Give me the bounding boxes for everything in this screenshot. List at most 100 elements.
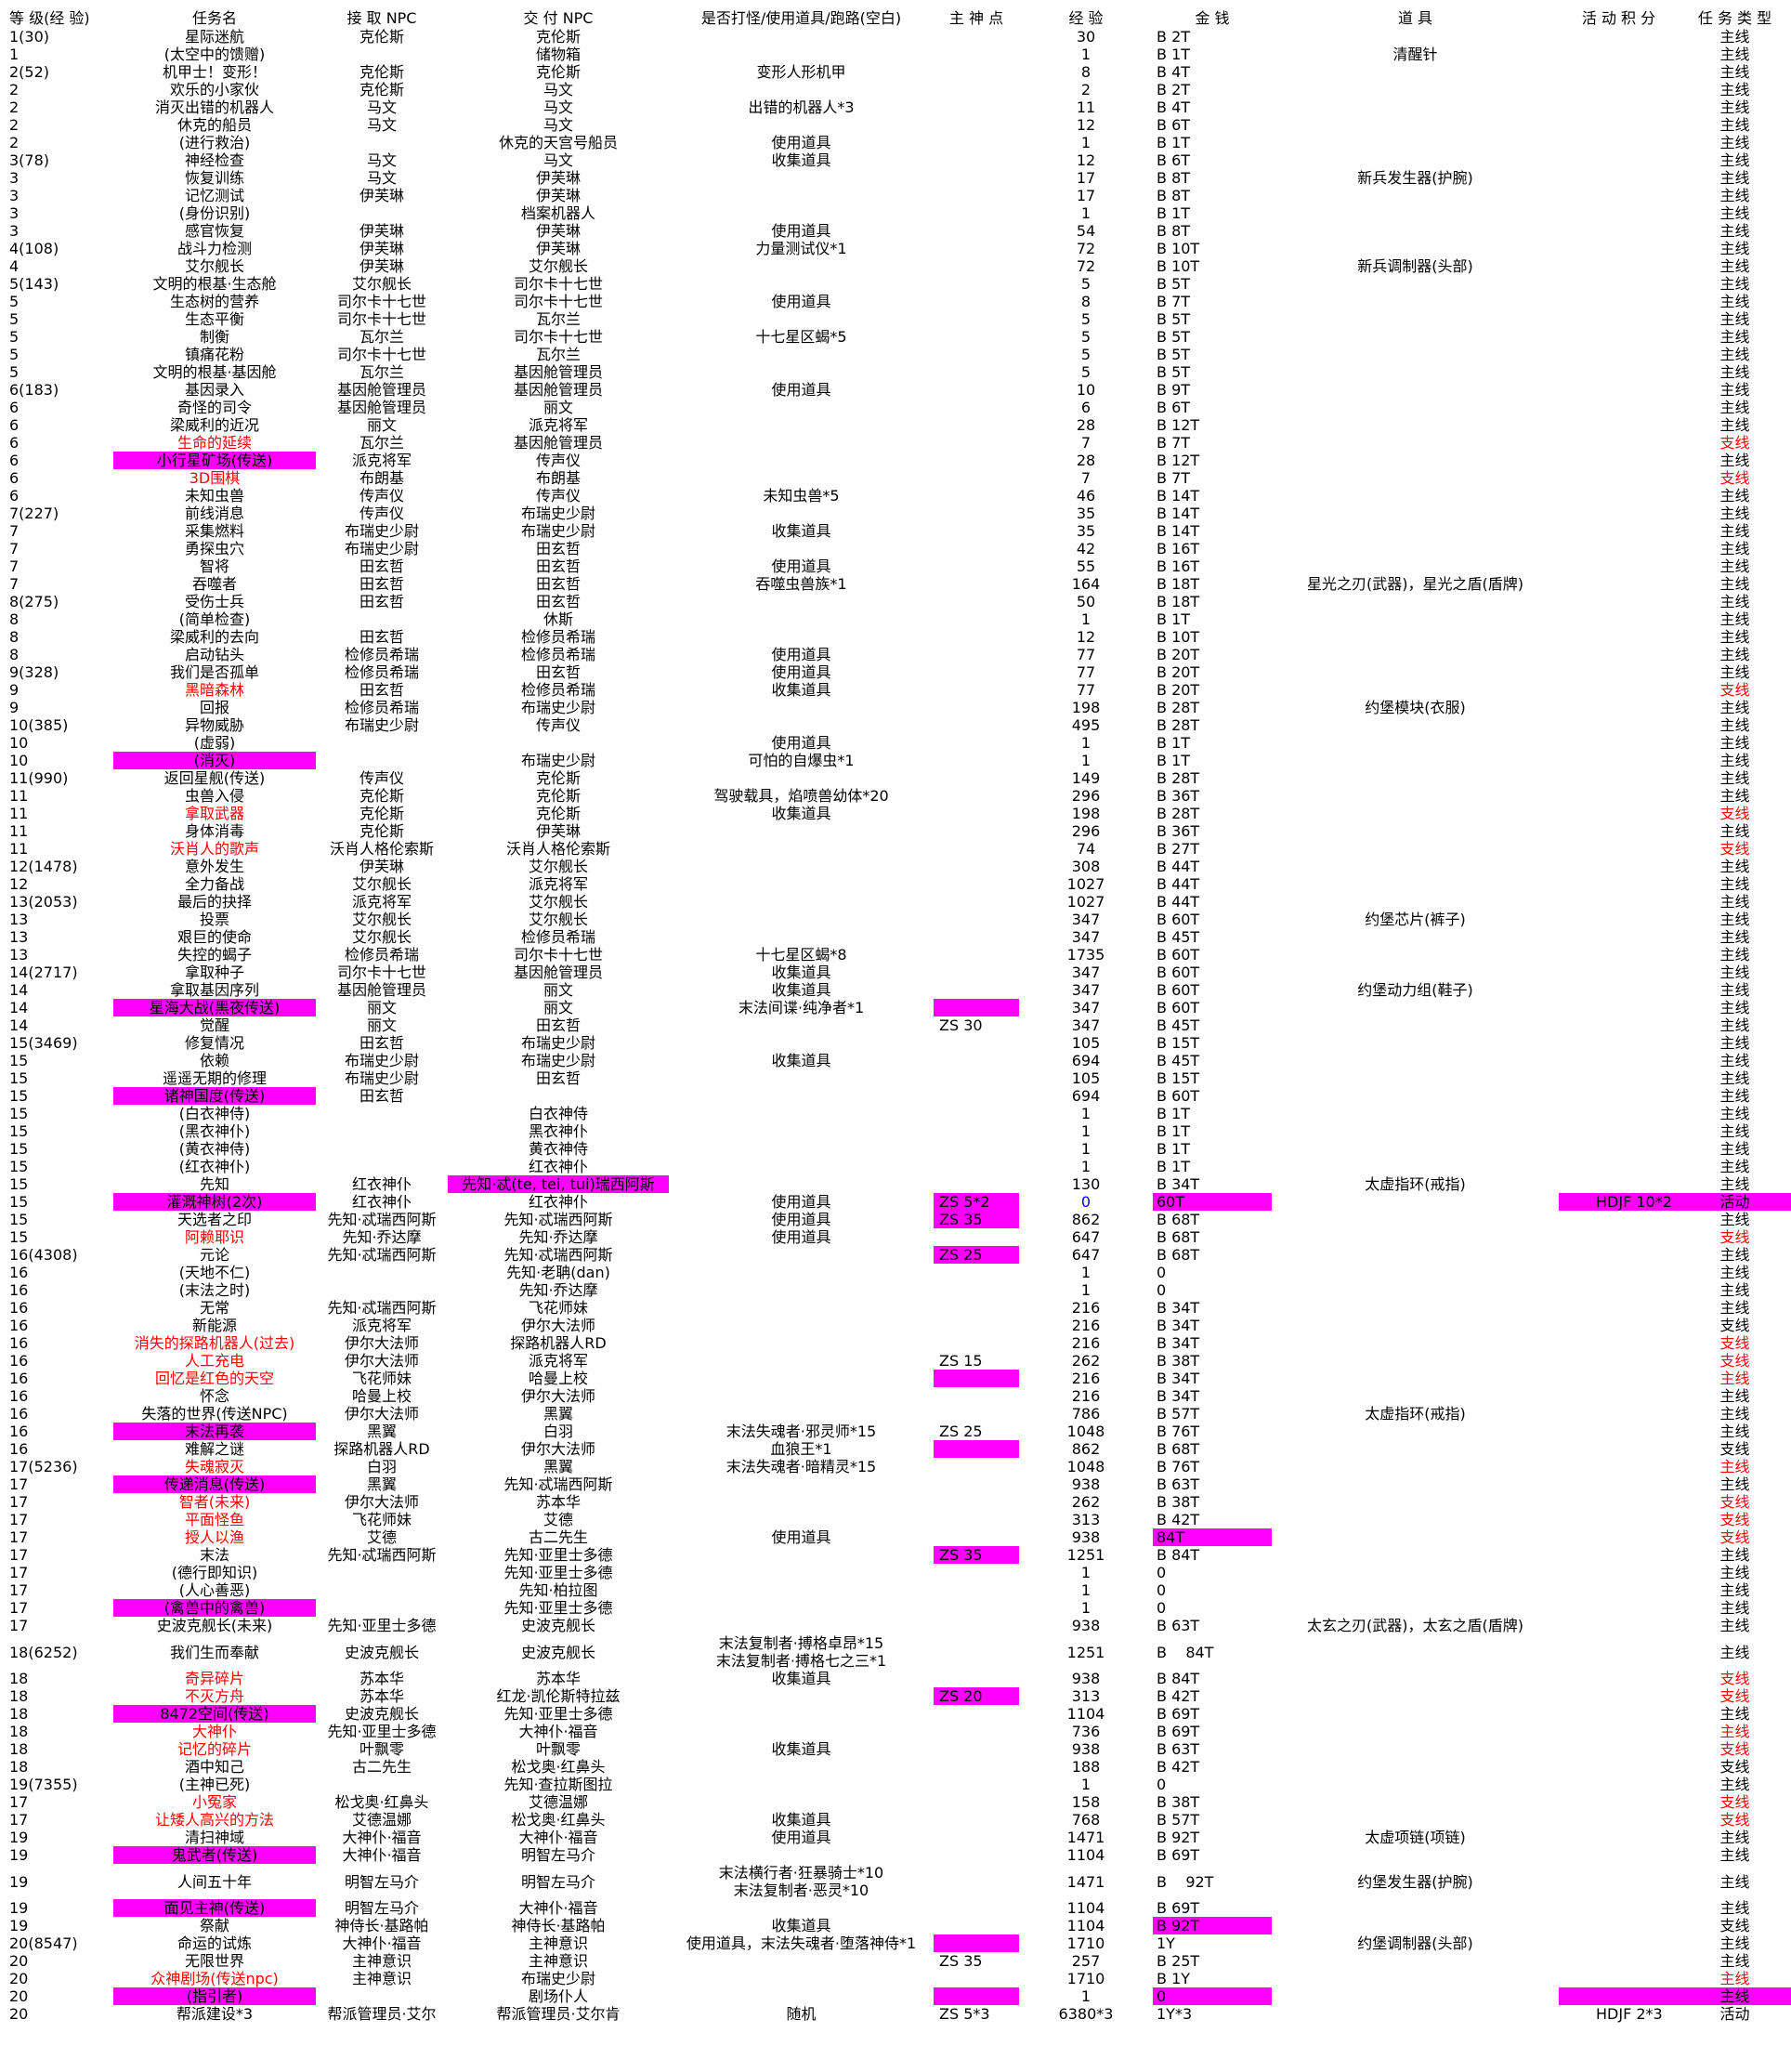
gold-cell: 0 <box>1157 1564 1167 1581</box>
gold-cell: B 8T <box>1157 222 1191 240</box>
quest-type-cell: 主线 <box>1719 1405 1750 1423</box>
level-cell: 11(990) <box>9 769 69 787</box>
quest-type-cell: 主线 <box>1719 522 1750 540</box>
level-cell: 13(2053) <box>9 893 78 911</box>
deliver-npc-cell: 布瑞史少尉 <box>520 699 595 716</box>
accept-npc-cell: 传声仪 <box>359 505 404 522</box>
table-row: 20(8547) 命运的试炼 大神仆·福音 主神意识 使用道具，末法失魂者·堕落神侍*1… <box>0 1934 1791 1952</box>
quest-type-cell: 主线 <box>1719 416 1750 434</box>
requirement-cell <box>669 628 934 646</box>
gold-cell: B 7T <box>1157 293 1191 310</box>
event-points-cell <box>1559 346 1679 363</box>
level-cell: 20(8547) <box>9 1934 78 1952</box>
zs-points-cell <box>934 222 1019 240</box>
gold-cell: B 42T <box>1157 1758 1200 1776</box>
accept-npc-cell: 哈曼上校 <box>351 1387 412 1405</box>
requirement-cell <box>669 1899 934 1917</box>
exp-cell: 786 <box>1071 1405 1101 1423</box>
exp-cell: 216 <box>1071 1299 1101 1317</box>
table-row: 5 生态树的营养 司尔卡十七世 司尔卡十七世 使用道具 8 B 7T 主线 <box>0 293 1791 310</box>
requirement-cell <box>669 1140 934 1158</box>
exp-cell: 347 <box>1071 1016 1101 1034</box>
item-cell <box>1272 646 1559 663</box>
event-points-cell <box>1559 1334 1679 1352</box>
requirement-cell: 随机 <box>786 2005 817 2023</box>
requirement-cell <box>669 1175 934 1193</box>
quest-type-cell: 主线 <box>1719 1105 1750 1122</box>
deliver-npc-cell: 克伦斯 <box>535 769 581 787</box>
zs-points-cell <box>934 1281 1019 1299</box>
level-cell: 17 <box>9 1511 29 1528</box>
table-row: 8 梁威利的去向 田玄哲 检修员希瑞 12 B 10T 主线 <box>0 628 1791 646</box>
requirement-cell: 收集道具 <box>771 981 831 999</box>
zs-points-cell <box>934 1175 1019 1193</box>
requirement-cell <box>669 1387 934 1405</box>
deliver-npc-cell: 克伦斯 <box>535 805 581 822</box>
level-cell: 1(30) <box>9 28 50 46</box>
item-cell <box>1272 1158 1559 1175</box>
quest-name-cell: 感官恢复 <box>184 222 244 240</box>
gold-cell: 0 <box>1153 1987 1272 2005</box>
gold-cell: B 38T <box>1157 1793 1200 1811</box>
deliver-npc-cell: 休克的天宫号船员 <box>498 134 618 151</box>
quest-type-cell: 主线 <box>1719 1829 1750 1846</box>
quest-name-cell: 镇痛花粉 <box>184 346 244 363</box>
zs-points-cell <box>934 1705 1019 1723</box>
level-cell: 15 <box>9 1069 29 1087</box>
deliver-npc-cell: 古二先生 <box>528 1528 588 1546</box>
deliver-npc-cell: 先知·柏拉图 <box>518 1581 598 1599</box>
level-cell: 20 <box>9 1952 29 1970</box>
deliver-npc-cell: 田玄哲 <box>535 1016 581 1034</box>
event-points-cell <box>1559 1776 1679 1793</box>
gold-cell: B 1T <box>1157 752 1191 769</box>
zs-points-cell <box>934 1458 1019 1475</box>
exp-cell: 1 <box>1080 734 1092 752</box>
accept-npc-cell <box>316 734 448 752</box>
gold-cell: B 76T <box>1157 1458 1200 1475</box>
header-event-points: 活 动 积 分 <box>1581 9 1656 27</box>
gold-cell: B 38T <box>1157 1352 1200 1370</box>
table-row: 18 大神仆 先知·亚里士多德 大神仆·福音 736 B 69T 主线 <box>0 1723 1791 1740</box>
exp-cell: 12 <box>1076 151 1096 169</box>
event-points-cell <box>1559 1175 1679 1193</box>
quest-type-cell: 支线 <box>1719 1493 1750 1511</box>
deliver-npc-cell: 基因舱管理员 <box>513 964 603 981</box>
accept-npc-cell: 瓦尔兰 <box>359 328 404 346</box>
level-cell: 16 <box>9 1317 29 1334</box>
level-cell: 2 <box>9 98 20 116</box>
event-points-cell <box>1559 1105 1679 1122</box>
requirement-cell <box>669 593 934 610</box>
table-row: 6 生命的延续 瓦尔兰 基因舱管理员 7 B 7T 支线 <box>0 434 1791 452</box>
accept-npc-cell: 探路机器人RD <box>333 1440 430 1458</box>
level-cell: 14 <box>9 981 29 999</box>
accept-npc-cell: 白羽 <box>366 1458 397 1475</box>
quest-name-cell: 人间五十年 <box>176 1872 252 1891</box>
requirement-cell: 末法横行者·狂暴骑士*10 末法复制者·恶灵*10 <box>718 1864 884 1899</box>
quest-type-cell: 主线 <box>1719 169 1750 187</box>
requirement-cell <box>669 1105 934 1122</box>
deliver-npc-cell: 大神仆·福音 <box>518 1723 598 1740</box>
level-cell: 8 <box>9 610 20 628</box>
zs-points-cell <box>934 1970 1019 1987</box>
gold-cell: B 36T <box>1157 787 1200 805</box>
zs-points-cell <box>934 1846 1019 1864</box>
requirement-cell: 使用道具，末法失魂者·堕落神侍*1 <box>686 1934 917 1952</box>
quest-type-cell: 主线 <box>1719 1069 1750 1087</box>
gold-cell: B 44T <box>1157 875 1200 893</box>
quest-type-cell: 支线 <box>1719 1793 1750 1811</box>
event-points-cell <box>1559 1475 1679 1493</box>
deliver-npc-cell: 先知·老聃(dan) <box>506 1264 610 1281</box>
event-points-cell <box>1559 946 1679 964</box>
event-points-cell <box>1559 1122 1679 1140</box>
level-cell: 18 <box>9 1723 29 1740</box>
event-points-cell <box>1559 134 1679 151</box>
table-row: 15 (黄衣神侍) 黄衣神侍 1 B 1T 主线 <box>0 1140 1791 1158</box>
accept-npc-cell: 先知·忒瑞西阿斯 <box>327 1211 437 1228</box>
event-points-cell <box>1559 293 1679 310</box>
quest-name-cell: 消失的探路机器人(过去) <box>134 1334 295 1352</box>
zs-points-cell <box>934 434 1019 452</box>
level-cell: 3 <box>9 222 20 240</box>
table-row: 2 消灭出错的机器人 马文 马文 出错的机器人*3 11 B 4T 主线 <box>0 98 1791 116</box>
level-cell: 3 <box>9 169 20 187</box>
item-cell: 太玄之刃(武器)，太玄之盾(盾牌) <box>1307 1617 1523 1634</box>
